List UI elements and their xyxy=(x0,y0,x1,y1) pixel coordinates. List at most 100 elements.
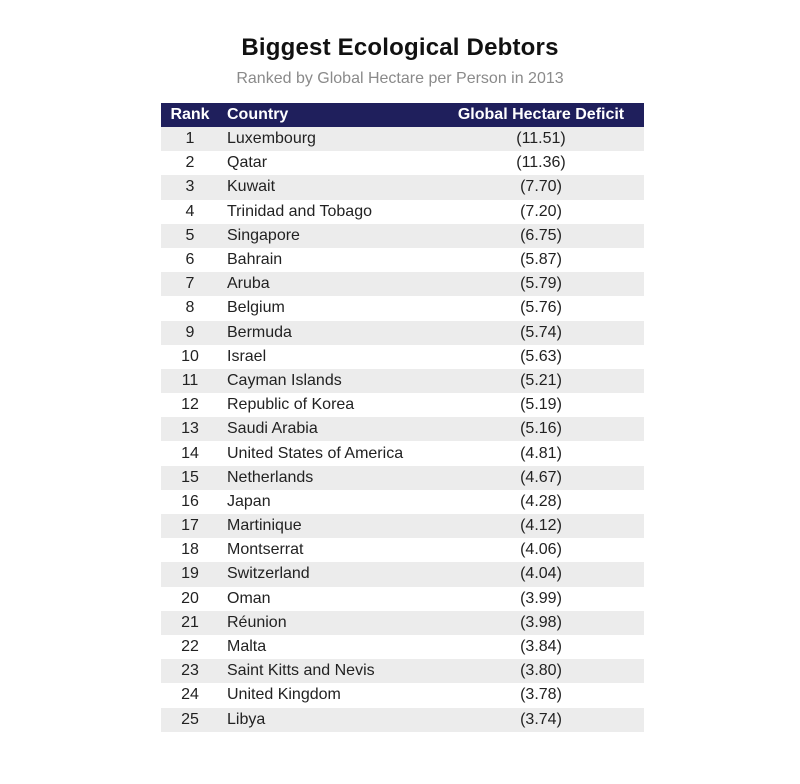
deficit-cell: (4.04) xyxy=(438,562,644,587)
deficit-cell: (3.78) xyxy=(438,683,644,708)
rank-cell: 14 xyxy=(161,441,219,466)
country-cell: Netherlands xyxy=(219,465,438,490)
rank-cell: 2 xyxy=(161,151,219,176)
country-cell: Cayman Islands xyxy=(219,368,438,394)
column-header-deficit: Global Hectare Deficit xyxy=(438,103,644,127)
deficit-cell: (4.67) xyxy=(438,465,644,490)
rank-cell: 24 xyxy=(161,683,219,708)
rank-cell: 23 xyxy=(161,659,219,684)
deficit-cell: (5.16) xyxy=(438,417,644,442)
table-row: 5 Singapore (6.75) xyxy=(161,223,644,248)
deficit-cell: (3.74) xyxy=(438,707,644,732)
country-cell: Bahrain xyxy=(219,247,438,273)
rank-cell: 13 xyxy=(161,417,219,442)
country-cell: Trinidad and Tobago xyxy=(219,199,438,224)
rank-cell: 19 xyxy=(161,562,219,587)
table-row: 1 Luxembourg (11.51) xyxy=(161,127,644,152)
table-body: 1 Luxembourg (11.51) 2 Qatar (11.36) 3 Kuwait (7… xyxy=(161,127,644,732)
deficit-cell: (4.81) xyxy=(438,441,644,466)
chart-subtitle: Ranked by Global Hectare per Person in 2… xyxy=(236,70,564,87)
table-row: 20 Oman (3.99) xyxy=(161,586,644,611)
deficit-cell: (5.79) xyxy=(438,272,644,297)
deficit-cell: (7.20) xyxy=(438,199,644,224)
deficit-cell: (5.19) xyxy=(438,393,644,418)
column-header-country: Country xyxy=(219,103,438,127)
rank-cell: 9 xyxy=(161,320,219,345)
country-cell: Israel xyxy=(219,344,438,369)
table-row: 17 Martinique (4.12) xyxy=(161,514,644,539)
country-cell: Oman xyxy=(219,586,438,611)
rank-cell: 22 xyxy=(161,634,219,660)
deficit-cell: (7.70) xyxy=(438,175,644,200)
deficit-cell: (3.98) xyxy=(438,610,644,635)
country-cell: Montserrat xyxy=(219,538,438,563)
country-cell: Bermuda xyxy=(219,320,438,345)
country-cell: Kuwait xyxy=(219,175,438,200)
table-row: 21 Réunion (3.98) xyxy=(161,610,644,635)
country-cell: Réunion xyxy=(219,610,438,635)
country-cell: United Kingdom xyxy=(219,683,438,708)
rank-cell: 8 xyxy=(161,296,219,321)
country-cell: Saudi Arabia xyxy=(219,417,438,442)
rank-cell: 5 xyxy=(161,223,219,248)
ranking-table: Rank Country Global Hectare Deficit 1 Lux… xyxy=(161,103,644,732)
rank-cell: 21 xyxy=(161,610,219,635)
rank-cell: 11 xyxy=(161,368,219,394)
table-row: 18 Montserrat (4.06) xyxy=(161,538,644,563)
deficit-cell: (5.21) xyxy=(438,368,644,394)
table-row: 25 Libya (3.74) xyxy=(161,707,644,732)
table-row: 4 Trinidad and Tobago (7.20) xyxy=(161,199,644,224)
country-cell: Martinique xyxy=(219,514,438,539)
deficit-cell: (11.51) xyxy=(438,127,644,152)
country-cell: Singapore xyxy=(219,223,438,248)
country-cell: Libya xyxy=(219,707,438,732)
table-row: 15 Netherlands (4.67) xyxy=(161,465,644,490)
deficit-cell: (3.80) xyxy=(438,659,644,684)
country-cell: Luxembourg xyxy=(219,127,438,152)
table-header-row: Rank Country Global Hectare Deficit xyxy=(161,103,644,127)
table-row: 23 Saint Kitts and Nevis (3.80) xyxy=(161,659,644,684)
table-row: 13 Saudi Arabia (5.16) xyxy=(161,417,644,442)
deficit-cell: (5.87) xyxy=(438,247,644,273)
rank-cell: 4 xyxy=(161,199,219,224)
country-cell: United States of America xyxy=(219,441,438,466)
rank-cell: 6 xyxy=(161,247,219,273)
column-header-rank: Rank xyxy=(161,103,219,127)
table-row: 10 Israel (5.63) xyxy=(161,344,644,369)
rank-cell: 10 xyxy=(161,344,219,369)
table-row: 2 Qatar (11.36) xyxy=(161,151,644,176)
rank-cell: 7 xyxy=(161,272,219,297)
rank-cell: 3 xyxy=(161,175,219,200)
table-row: 8 Belgium (5.76) xyxy=(161,296,644,321)
rank-cell: 1 xyxy=(161,127,219,152)
deficit-cell: (5.63) xyxy=(438,344,644,369)
deficit-cell: (3.99) xyxy=(438,586,644,611)
deficit-cell: (4.28) xyxy=(438,489,644,514)
deficit-cell: (11.36) xyxy=(438,151,644,176)
deficit-cell: (5.74) xyxy=(438,320,644,345)
rank-cell: 17 xyxy=(161,514,219,539)
table-row: 19 Switzerland (4.04) xyxy=(161,562,644,587)
table-row: 11 Cayman Islands (5.21) xyxy=(161,368,644,394)
country-cell: Qatar xyxy=(219,151,438,176)
rank-cell: 15 xyxy=(161,465,219,490)
country-cell: Republic of Korea xyxy=(219,393,438,418)
country-cell: Switzerland xyxy=(219,562,438,587)
table-row: 14 United States of America (4.81) xyxy=(161,441,644,466)
table-row: 3 Kuwait (7.70) xyxy=(161,175,644,200)
deficit-cell: (3.84) xyxy=(438,634,644,660)
deficit-cell: (4.06) xyxy=(438,538,644,563)
country-cell: Belgium xyxy=(219,296,438,321)
table-row: 22 Malta (3.84) xyxy=(161,634,644,660)
country-cell: Japan xyxy=(219,489,438,514)
rank-cell: 20 xyxy=(161,586,219,611)
deficit-cell: (5.76) xyxy=(438,296,644,321)
country-cell: Aruba xyxy=(219,272,438,297)
country-cell: Saint Kitts and Nevis xyxy=(219,659,438,684)
chart-title: Biggest Ecological Debtors xyxy=(241,34,559,61)
rank-cell: 12 xyxy=(161,393,219,418)
deficit-cell: (6.75) xyxy=(438,223,644,248)
rank-cell: 16 xyxy=(161,489,219,514)
table-row: 16 Japan (4.28) xyxy=(161,489,644,514)
country-cell: Malta xyxy=(219,634,438,660)
